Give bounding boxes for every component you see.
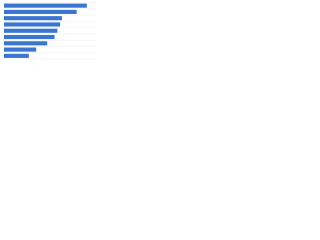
bar (4, 3, 87, 8)
bar (4, 28, 58, 33)
bar (4, 34, 55, 40)
bar (4, 41, 48, 46)
bar (4, 53, 29, 58)
bar (4, 16, 62, 21)
bar (4, 22, 61, 27)
chart (0, 0, 100, 71)
bar (4, 9, 77, 14)
page: (() => { const data = JSON.parse(documen… (0, 0, 320, 71)
bar (4, 47, 37, 52)
